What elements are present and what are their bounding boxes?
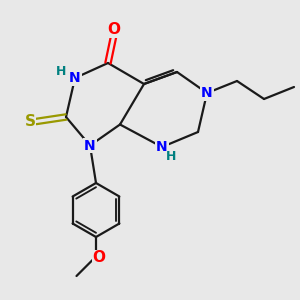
Text: N: N xyxy=(69,71,81,85)
Text: N: N xyxy=(84,139,96,152)
Text: O: O xyxy=(92,250,106,266)
Text: H: H xyxy=(166,149,176,163)
Text: O: O xyxy=(107,22,121,38)
Text: H: H xyxy=(56,65,67,79)
Text: N: N xyxy=(156,140,168,154)
Text: S: S xyxy=(25,114,35,129)
Text: N: N xyxy=(201,86,213,100)
